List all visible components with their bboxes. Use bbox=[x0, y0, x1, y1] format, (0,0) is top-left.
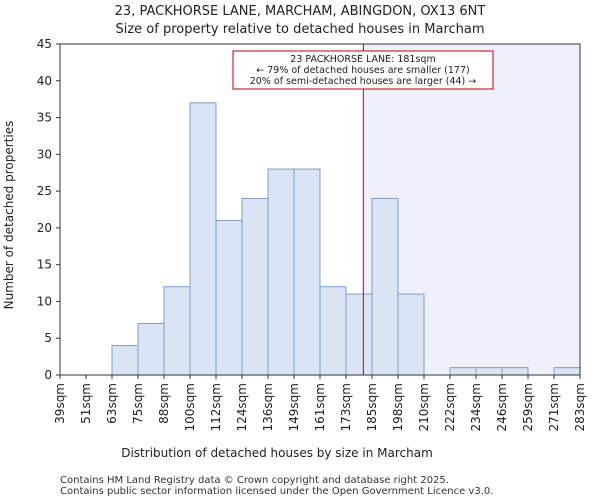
bar-88sqm bbox=[163, 286, 191, 376]
x-tick-label: 173sqm bbox=[339, 383, 353, 431]
bar-185sqm bbox=[371, 197, 399, 376]
x-axis: 39sqm 51sqm 63sqm 75sqm 88sqm 100sqm 112sqm 124… bbox=[53, 375, 587, 431]
y-tick-label: 20 bbox=[37, 221, 52, 235]
x-tick-label: 149sqm bbox=[287, 383, 301, 431]
x-tick-label: 63sqm bbox=[105, 383, 119, 424]
y-tick-label: 5 bbox=[44, 331, 52, 345]
y-axis-label: Number of detached properties bbox=[2, 121, 16, 310]
x-tick-label: 222sqm bbox=[443, 383, 457, 431]
chart-title-line1: 23, PACKHORSE LANE, MARCHAM, ABINGDON, O… bbox=[115, 4, 486, 19]
y-tick-label: 30 bbox=[37, 147, 52, 161]
annotation-line3: 20% of semi-detached houses are larger (… bbox=[250, 76, 477, 87]
y-tick-label: 40 bbox=[37, 74, 52, 88]
x-tick-label: 136sqm bbox=[261, 383, 275, 431]
y-tick-label: 35 bbox=[37, 111, 52, 125]
bar-173sqm bbox=[345, 293, 373, 376]
chart-title-line2: Size of property relative to detached ho… bbox=[115, 22, 484, 37]
bar-271sqm bbox=[553, 367, 581, 376]
x-tick-label: 246sqm bbox=[495, 383, 509, 431]
annotation-border bbox=[232, 50, 494, 90]
footer-line1: Contains HM Land Registry data © Crown c… bbox=[60, 475, 449, 486]
bar-149sqm bbox=[293, 168, 321, 376]
x-tick-label: 234sqm bbox=[469, 383, 483, 431]
x-tick-label: 271sqm bbox=[547, 383, 561, 431]
y-tick-label: 10 bbox=[37, 294, 52, 308]
y-tick-label: 0 bbox=[44, 368, 52, 382]
bar-112sqm bbox=[215, 220, 243, 376]
bar-100sqm bbox=[189, 102, 217, 376]
annotation-line1: 23 PACKHORSE LANE: 181sqm bbox=[290, 54, 435, 65]
x-tick-label: 112sqm bbox=[209, 383, 223, 431]
bar-246sqm bbox=[501, 367, 529, 376]
bar-161sqm bbox=[319, 286, 347, 376]
x-tick-label: 100sqm bbox=[183, 383, 197, 431]
y-axis: 0 5 10 15 20 25 30 35 40 45 bbox=[37, 37, 60, 382]
x-tick-label: 124sqm bbox=[235, 383, 249, 431]
x-tick-label: 161sqm bbox=[313, 383, 327, 431]
bar-222sqm bbox=[449, 367, 477, 376]
bar-136sqm bbox=[267, 168, 295, 376]
y-tick-label: 25 bbox=[37, 184, 52, 198]
bar-124sqm bbox=[241, 197, 269, 376]
bar-75sqm bbox=[137, 323, 165, 376]
x-tick-label: 283sqm bbox=[573, 383, 587, 431]
x-tick-label: 75sqm bbox=[131, 383, 145, 424]
x-axis-label: Distribution of detached houses by size … bbox=[121, 446, 433, 460]
annotation-line2: ← 79% of detached houses are smaller (17… bbox=[256, 65, 469, 76]
x-tick-label: 88sqm bbox=[157, 383, 171, 424]
x-tick-label: 210sqm bbox=[417, 383, 431, 431]
x-tick-label: 185sqm bbox=[365, 383, 379, 431]
bars-group bbox=[111, 102, 581, 376]
x-tick-label: 198sqm bbox=[391, 383, 405, 431]
annotation-box: 23 PACKHORSE LANE: 181sqm ← 79% of detac… bbox=[232, 50, 494, 90]
bar-198sqm bbox=[397, 293, 425, 376]
x-tick-label: 259sqm bbox=[521, 383, 535, 431]
bar-63sqm bbox=[111, 345, 139, 376]
footer-line2: Contains public sector information licen… bbox=[60, 486, 493, 497]
y-tick-label: 15 bbox=[37, 258, 52, 272]
bar-234sqm bbox=[475, 367, 503, 376]
y-tick-label: 45 bbox=[37, 37, 52, 51]
x-tick-label: 39sqm bbox=[53, 383, 67, 424]
x-tick-label: 51sqm bbox=[79, 383, 93, 424]
